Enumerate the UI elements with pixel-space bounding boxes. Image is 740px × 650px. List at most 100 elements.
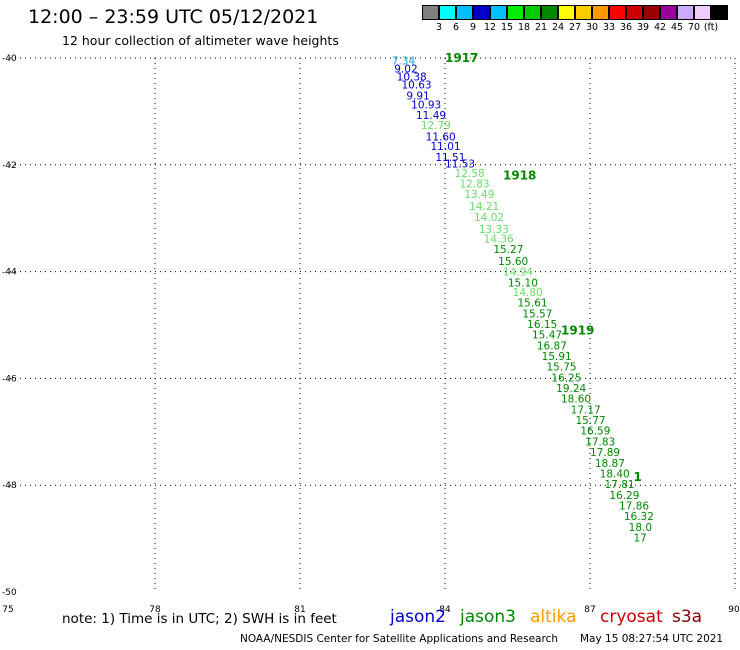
color-scale-tick: 9	[469, 22, 477, 33]
wave-height-label: 10.38	[397, 72, 427, 84]
wave-height-label: 7.34	[392, 56, 416, 68]
wave-height-label: 15.91	[542, 351, 572, 363]
chart-subtitle: 12 hour collection of altimeter wave hei…	[62, 33, 339, 48]
wave-height-label: 12.79	[421, 120, 451, 132]
color-scale-tick: 15	[500, 22, 514, 33]
color-swatch	[507, 5, 524, 20]
y-tick-label: -40	[2, 54, 17, 64]
color-scale-tick: 30	[585, 22, 599, 33]
wave-height-label: 11.01	[431, 141, 461, 153]
x-tick-label: 90	[728, 605, 740, 615]
wave-height-label: 11.49	[416, 110, 446, 122]
color-swatch	[524, 5, 541, 20]
wave-height-label: 18.0	[629, 522, 652, 534]
wave-height-label: 17.89	[590, 447, 620, 459]
wave-height-label: 11.60	[426, 131, 456, 143]
wave-height-label: 14.36	[484, 233, 514, 245]
color-swatch	[439, 5, 456, 20]
wave-height-label: 11.51	[435, 152, 465, 164]
color-scale-tick: 12	[483, 22, 497, 33]
x-tick-label: 75	[2, 605, 13, 615]
wave-height-label: 10.63	[402, 80, 432, 92]
wave-height-label: 17.17	[571, 404, 601, 416]
color-swatch	[660, 5, 677, 20]
x-tick-label: 78	[149, 605, 161, 615]
satellite-legend-item: altika	[530, 607, 577, 627]
y-tick-label: -46	[2, 374, 17, 384]
color-scale-tick: 6	[452, 22, 460, 33]
wave-height-label: 16.29	[609, 490, 639, 502]
wave-height-label: 16.32	[624, 511, 654, 523]
wave-height-label: 17.81	[605, 479, 635, 491]
wave-height-label: 19.24	[556, 383, 586, 395]
time-label: 1919	[561, 323, 594, 337]
wave-height-label: 14.21	[469, 201, 499, 213]
y-tick-label: -44	[2, 268, 17, 278]
y-tick-label: -48	[2, 481, 17, 491]
x-tick-label: 87	[584, 605, 595, 615]
x-tick-label: 81	[294, 605, 305, 615]
wave-height-label: 14.80	[513, 287, 543, 299]
wave-height-label: 12.83	[460, 178, 490, 190]
wave-height-label: 14.02	[474, 212, 504, 224]
wave-height-label: 15.77	[576, 415, 606, 427]
wave-height-label: 16.87	[537, 340, 567, 352]
wave-height-label: 9.91	[406, 90, 429, 102]
color-scale-tick: (ft)	[703, 22, 719, 33]
color-swatch	[694, 5, 711, 20]
wave-height-label: 15.27	[493, 244, 523, 256]
chart-title: 12:00 – 23:59 UTC 05/12/2021	[28, 6, 319, 28]
wave-height-label: 11.53	[445, 159, 475, 171]
footnote: note: 1) Time is in UTC; 2) SWH is in fe…	[62, 611, 337, 627]
color-scale-tick: 36	[619, 22, 633, 33]
y-tick-label: -42	[2, 161, 17, 171]
satellite-legend-item: jason3	[460, 607, 516, 627]
wave-height-label: 16.15	[527, 319, 557, 331]
credit-text: NOAA/NESDIS Center for Satellite Applica…	[240, 633, 558, 645]
wave-height-label: 17.86	[619, 500, 649, 512]
time-label: 1917	[445, 51, 478, 65]
wave-height-label: 16.59	[580, 426, 610, 438]
color-scale-tick: 70	[687, 22, 701, 33]
wave-height-label: 12.58	[455, 168, 485, 180]
wave-height-label: 15.61	[518, 298, 548, 310]
color-swatch	[626, 5, 643, 20]
wave-height-label: 15.75	[547, 362, 577, 374]
satellite-legend-item: jason2	[390, 607, 446, 627]
wave-height-label: 15.10	[508, 277, 538, 289]
color-swatch	[422, 5, 439, 20]
timestamp-text: May 15 08:27:54 UTC 2021	[580, 633, 724, 645]
color-scale-tick: 39	[636, 22, 650, 33]
color-swatch	[711, 5, 728, 20]
time-label: 1918	[503, 168, 536, 182]
color-swatch	[473, 5, 490, 20]
color-scale-tick: 3	[435, 22, 443, 33]
wave-height-label: 16.25	[551, 372, 581, 384]
wave-height-label: 9.02	[394, 64, 417, 76]
color-swatch	[575, 5, 592, 20]
wave-height-label: 18.40	[600, 468, 630, 480]
data-labels: 7.349.0210.3810.639.9110.9311.4911.6011.…	[392, 51, 654, 545]
wave-height-label: 10.93	[411, 99, 441, 111]
color-swatch	[643, 5, 660, 20]
wave-height-label: 15.60	[498, 256, 528, 268]
color-scale-tick: 45	[670, 22, 684, 33]
x-tick-label: 84	[439, 605, 451, 615]
color-scale-tick: 33	[602, 22, 616, 33]
wave-height-label: 17.83	[585, 436, 615, 448]
color-swatch	[677, 5, 694, 20]
color-scale-tick: 24	[551, 22, 565, 33]
wave-height-label: 18.87	[595, 458, 625, 470]
color-scale-tick: 42	[653, 22, 667, 33]
satellite-legend-item: s3a	[672, 607, 703, 627]
grid	[10, 57, 736, 592]
color-scale-tick: 21	[534, 22, 548, 33]
color-swatch	[558, 5, 575, 20]
color-swatch	[456, 5, 473, 20]
wave-height-label: 13.49	[464, 189, 494, 201]
wave-height-label: 14.94	[503, 267, 533, 279]
wave-height-label: 15.57	[522, 308, 552, 320]
color-scale-tick: 18	[517, 22, 531, 33]
time-label: 1	[634, 470, 642, 484]
